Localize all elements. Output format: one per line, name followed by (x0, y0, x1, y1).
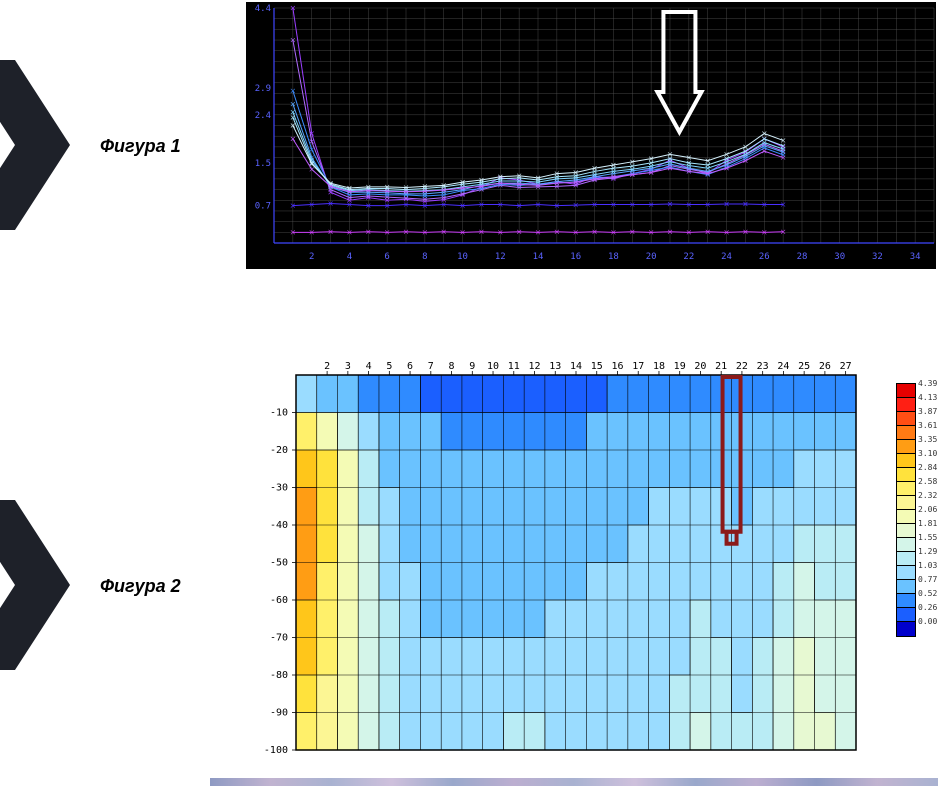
chevron-2 (0, 500, 70, 670)
svg-text:-60: -60 (270, 595, 288, 606)
svg-text:16: 16 (611, 361, 623, 372)
chevron-1 (0, 60, 70, 230)
svg-text:12: 12 (528, 361, 540, 372)
svg-text:8: 8 (422, 252, 427, 262)
svg-text:2.4: 2.4 (255, 111, 271, 121)
svg-text:22: 22 (683, 252, 694, 262)
svg-text:7: 7 (428, 361, 434, 372)
svg-text:25: 25 (798, 361, 810, 372)
svg-text:32: 32 (872, 252, 883, 262)
svg-text:8: 8 (449, 361, 455, 372)
svg-text:2.9: 2.9 (255, 84, 271, 94)
svg-text:13: 13 (549, 361, 561, 372)
svg-text:3: 3 (345, 361, 351, 372)
svg-text:16: 16 (570, 252, 581, 262)
svg-text:14: 14 (533, 252, 544, 262)
svg-text:26: 26 (759, 252, 770, 262)
svg-text:17: 17 (632, 361, 644, 372)
footer-strip (210, 778, 938, 786)
svg-text:11: 11 (508, 361, 520, 372)
svg-text:6: 6 (407, 361, 413, 372)
svg-text:4: 4 (366, 361, 372, 372)
svg-text:10: 10 (457, 252, 468, 262)
svg-text:24: 24 (721, 252, 732, 262)
svg-text:20: 20 (694, 361, 706, 372)
chart-1: 2468101214161820222426283032340.71.52.42… (244, 0, 938, 271)
svg-text:15: 15 (591, 361, 603, 372)
svg-text:27: 27 (840, 361, 852, 372)
svg-text:9: 9 (469, 361, 475, 372)
chart-2: 2345678910111213141516171819202122232425… (244, 353, 938, 758)
figure-2-label: Фигура 2 (100, 576, 181, 597)
svg-text:-50: -50 (270, 558, 288, 569)
svg-text:6: 6 (384, 252, 389, 262)
svg-text:-40: -40 (270, 520, 288, 531)
svg-text:-20: -20 (270, 445, 288, 456)
svg-text:-30: -30 (270, 483, 288, 494)
svg-text:-100: -100 (264, 745, 288, 756)
svg-text:21: 21 (715, 361, 727, 372)
svg-text:20: 20 (646, 252, 657, 262)
svg-text:5: 5 (386, 361, 392, 372)
svg-text:2: 2 (324, 361, 330, 372)
svg-text:1.5: 1.5 (255, 159, 271, 169)
figure-1-label: Фигура 1 (100, 136, 181, 157)
svg-text:14: 14 (570, 361, 582, 372)
svg-text:0.7: 0.7 (255, 202, 271, 212)
svg-text:4.4: 4.4 (255, 4, 271, 14)
svg-text:12: 12 (495, 252, 506, 262)
svg-text:2: 2 (309, 252, 314, 262)
svg-text:19: 19 (674, 361, 686, 372)
svg-text:34: 34 (910, 252, 921, 262)
svg-text:-70: -70 (270, 633, 288, 644)
svg-text:28: 28 (797, 252, 808, 262)
svg-text:23: 23 (757, 361, 769, 372)
svg-text:26: 26 (819, 361, 831, 372)
svg-text:18: 18 (608, 252, 619, 262)
page-root: Фигура 1 Фигура 2 2468101214161820222426… (0, 0, 940, 788)
svg-text:-80: -80 (270, 670, 288, 681)
svg-text:-90: -90 (270, 708, 288, 719)
svg-text:10: 10 (487, 361, 499, 372)
svg-text:22: 22 (736, 361, 748, 372)
svg-text:30: 30 (834, 252, 845, 262)
svg-text:24: 24 (777, 361, 789, 372)
svg-text:18: 18 (653, 361, 665, 372)
svg-text:-10: -10 (270, 408, 288, 419)
svg-text:4: 4 (347, 252, 352, 262)
